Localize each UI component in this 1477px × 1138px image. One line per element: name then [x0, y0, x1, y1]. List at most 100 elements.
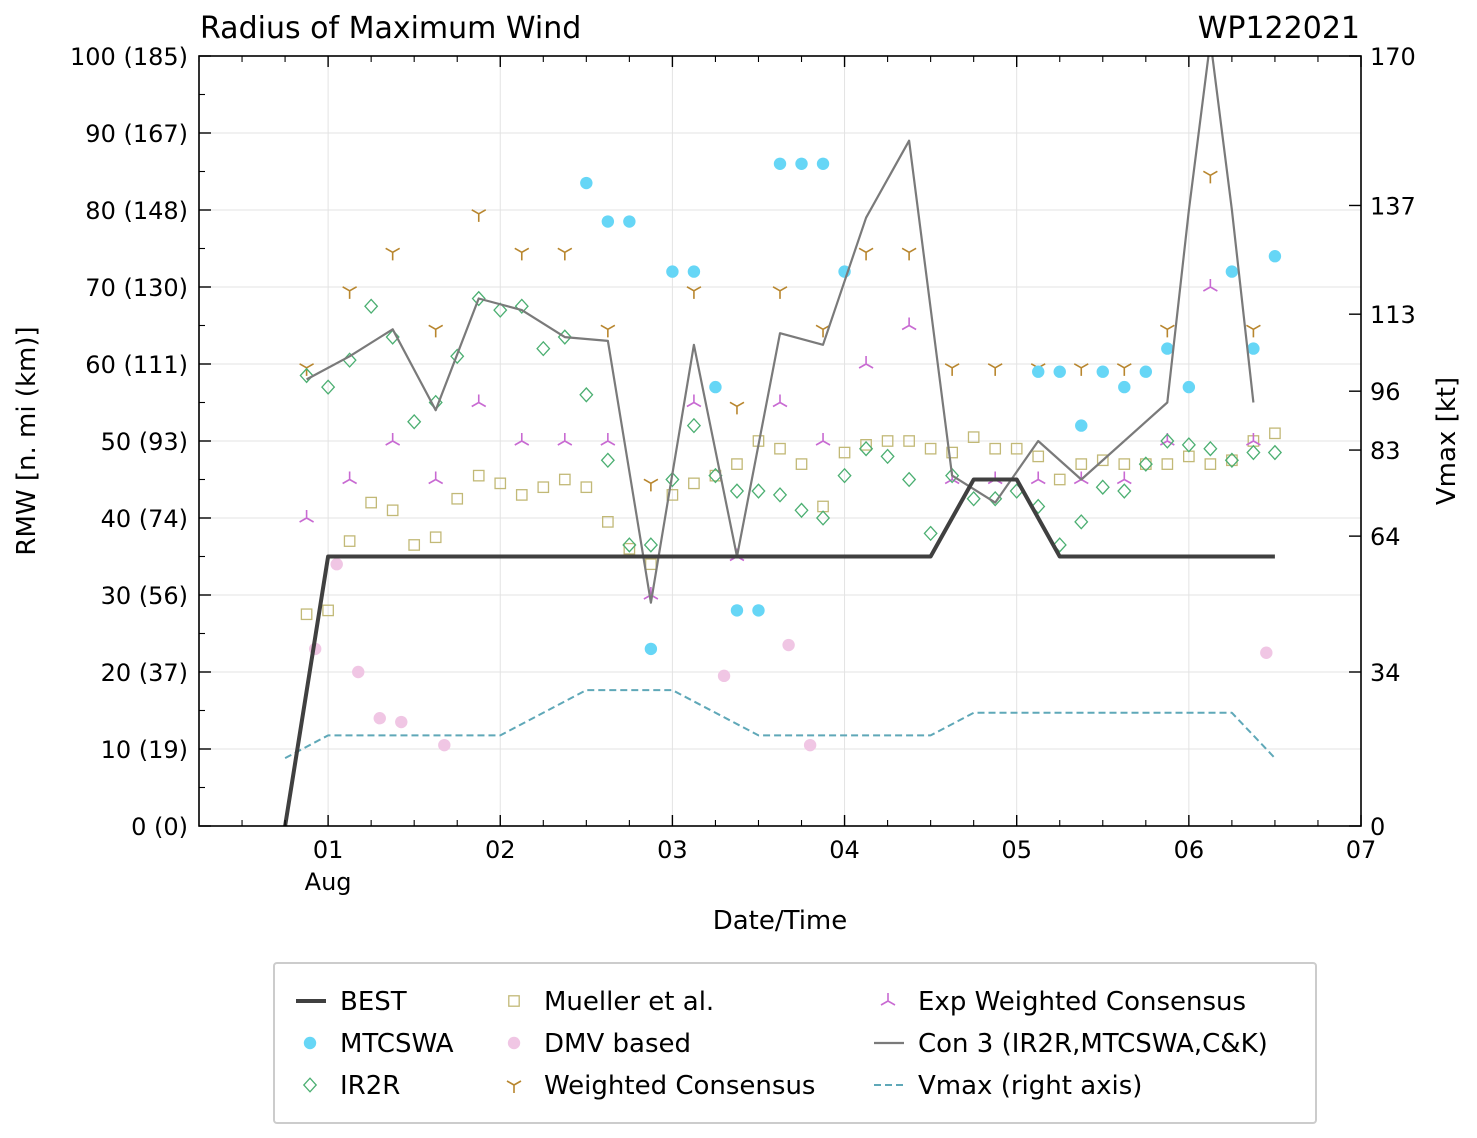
data-point-dmv-based [352, 665, 365, 679]
data-point-weighted-consensus [428, 324, 444, 338]
data-point-weighted-consensus [557, 247, 573, 261]
chart-title: Radius of Maximum Wind [200, 11, 581, 46]
data-point-ir2r [902, 471, 917, 488]
data-point-mtcswa [601, 215, 615, 228]
legend-item-mtcswa: MTCSWA [303, 1029, 454, 1059]
data-point-weighted-consensus [600, 324, 616, 338]
data-point-ir2r [579, 387, 594, 403]
x-tick-label: 06 [1174, 836, 1205, 864]
data-point-exp-weighted-consensus [1202, 279, 1218, 292]
legend-label: BEST [340, 987, 407, 1017]
data-point-mtcswa [816, 157, 830, 170]
legend-label: Vmax (right axis) [918, 1071, 1142, 1101]
data-point-mtcswa [709, 380, 722, 394]
data-point-ir2r [966, 490, 981, 507]
data-point-mueller-et-al [451, 492, 464, 505]
y-tick-label: 70 (130) [85, 274, 188, 302]
data-point-exp-weighted-consensus [815, 433, 831, 446]
data-point-mueller-et-al [537, 481, 550, 494]
series-line-vmax-right-axis [284, 689, 1276, 759]
data-point-ir2r [1224, 452, 1239, 469]
series-layer [283, 56, 1283, 826]
data-point-weighted-consensus [729, 401, 745, 415]
data-point-mtcswa [730, 604, 744, 617]
data-point-mueller-et-al [967, 431, 980, 444]
data-point-dmv-based [803, 738, 817, 752]
data-point-mueller-et-al [989, 442, 1002, 455]
storm-id: WP122021 [1198, 11, 1360, 46]
data-point-ir2r [1267, 444, 1283, 461]
data-point-mtcswa [687, 265, 701, 278]
data-point-mueller-et-al [322, 604, 334, 617]
y-tick-label: 60 (111) [85, 351, 188, 379]
data-point-exp-weighted-consensus [342, 471, 358, 485]
data-point-mueller-et-al [343, 535, 356, 547]
data-point-mueller-et-al [580, 481, 593, 494]
data-point-exp-weighted-consensus [557, 433, 573, 446]
data-point-mueller-et-al [1139, 458, 1152, 470]
legend-swatch [506, 1080, 522, 1093]
data-point-mueller-et-al [1096, 454, 1109, 467]
legend-label: Con 3 (IR2R,MTCSWA,C&K) [918, 1029, 1268, 1059]
data-point-ir2r [751, 483, 766, 499]
data-point-ir2r [1052, 537, 1067, 553]
data-point-weighted-consensus [471, 209, 487, 222]
data-point-ir2r [299, 367, 314, 384]
data-point-exp-weighted-consensus [299, 510, 314, 523]
data-point-weighted-consensus [1159, 324, 1175, 338]
data-point-mtcswa [1053, 365, 1066, 378]
data-point-mueller-et-al [558, 473, 571, 486]
data-point-mueller-et-al [408, 539, 421, 551]
data-point-weighted-consensus [686, 286, 702, 299]
series-line-con-3-ir2r-mtcswa-c-k [306, 56, 1255, 604]
legend-label: MTCSWA [340, 1029, 454, 1059]
data-point-mueller-et-al [1204, 458, 1217, 470]
data-point-exp-weighted-consensus [1246, 433, 1261, 446]
data-point-mueller-et-al [666, 489, 679, 501]
data-point-ir2r [321, 379, 336, 395]
y2-tick-label: 113 [1370, 301, 1416, 329]
data-point-mueller-et-al [472, 469, 485, 482]
data-point-dmv-based [395, 715, 408, 729]
data-point-mtcswa [773, 157, 787, 170]
data-point-exp-weighted-consensus [600, 433, 616, 446]
series-vmax-right-axis [284, 689, 1276, 759]
legend-swatch [302, 1077, 318, 1093]
data-point-exp-weighted-consensus [385, 433, 401, 446]
x-axis-label: Date/Time [713, 906, 848, 936]
data-point-mtcswa [1161, 342, 1174, 355]
data-point-exp-weighted-consensus [471, 394, 487, 408]
legend-item-vmax-right-axis: Vmax (right axis) [874, 1071, 1142, 1101]
data-point-mueller-et-al [731, 458, 743, 470]
data-point-exp-weighted-consensus [1116, 471, 1132, 485]
data-point-mueller-et-al [1010, 442, 1023, 455]
data-point-mueller-et-al [365, 496, 377, 509]
y2-tick-label: 170 [1370, 43, 1416, 71]
legend-swatch [880, 993, 896, 1006]
data-point-mueller-et-al [429, 531, 442, 544]
data-point-weighted-consensus [858, 247, 874, 261]
data-point-mueller-et-al [881, 435, 894, 447]
axes: 01 Aug 02 03 04 05 06 07 0 (0) 10 (19) 20 (37) 30 (… [70, 43, 1416, 896]
data-point-ir2r [364, 298, 379, 315]
data-point-dmv-based [438, 738, 451, 752]
y-tick-label: 90 (167) [85, 120, 188, 148]
data-point-mueller-et-al [860, 438, 872, 451]
series-mueller-et-al [300, 427, 1281, 621]
data-point-mueller-et-al [1075, 458, 1088, 470]
data-point-ir2r [450, 348, 465, 365]
x-tick-label: 02 [485, 836, 516, 864]
y-tick-label: 80 (148) [85, 197, 188, 225]
legend-item-dmv-based: DMV based [507, 1029, 691, 1059]
data-point-ir2r [493, 302, 508, 318]
x-tick-label: 07 [1346, 836, 1377, 864]
x-tick-label: 04 [829, 836, 860, 864]
y-tick-label: 0 (0) [131, 813, 188, 841]
data-point-weighted-consensus [944, 363, 960, 376]
series-line-best [283, 477, 1275, 826]
data-point-weighted-consensus [643, 478, 659, 492]
data-point-ir2r [923, 525, 938, 542]
legend-label: Mueller et al. [544, 987, 714, 1017]
data-point-ir2r [471, 290, 486, 307]
legend-label: Weighted Consensus [544, 1071, 815, 1101]
